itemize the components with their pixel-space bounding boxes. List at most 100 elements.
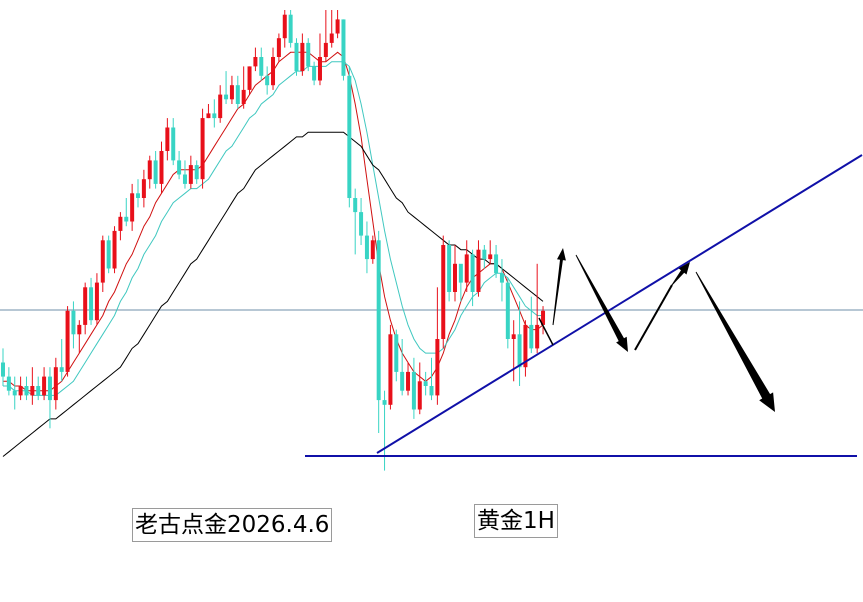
candle-body [441, 245, 446, 339]
candle-body [206, 113, 211, 119]
candle [42, 367, 47, 401]
candle [141, 169, 146, 208]
candle-body [47, 376, 52, 401]
candle-body [364, 235, 369, 260]
candle-body [229, 85, 234, 100]
candle [71, 301, 76, 349]
candle [247, 66, 252, 95]
candle [188, 155, 193, 189]
candle [353, 188, 358, 255]
candle [464, 240, 469, 292]
candle-body [194, 165, 199, 180]
candle-body [241, 89, 246, 104]
candle-body [24, 386, 29, 396]
candle-body [218, 94, 223, 119]
candle-body [458, 263, 463, 283]
candle [130, 183, 135, 231]
candle-body [65, 310, 70, 372]
candle-body [447, 245, 452, 292]
candle [182, 160, 187, 189]
candle-body [30, 386, 35, 396]
candle [288, 10, 293, 48]
candle-body [341, 19, 346, 76]
candle-body [464, 254, 469, 283]
candle [124, 198, 129, 227]
candle-body [535, 324, 540, 349]
candle [312, 61, 317, 86]
candle [294, 38, 299, 76]
projection-arrow-up-1 [552, 248, 566, 326]
candle-body [200, 118, 205, 180]
candle-body [18, 386, 23, 396]
candle-body [511, 334, 516, 339]
candle [253, 47, 258, 72]
candle-body [323, 42, 328, 57]
candle-body [335, 19, 340, 34]
candle [417, 362, 422, 415]
candle [206, 104, 211, 119]
candle [505, 277, 510, 349]
path-connector [538, 317, 554, 346]
candle [429, 357, 434, 401]
candle-body [517, 334, 522, 368]
candle [212, 99, 217, 128]
candle-body [282, 14, 287, 39]
candle-body [370, 240, 375, 260]
candle [400, 339, 405, 396]
candle [147, 155, 152, 189]
candle-body [312, 66, 317, 81]
candle [359, 198, 364, 245]
candle-body [276, 38, 281, 57]
projection-arrow-up-2 [671, 262, 690, 286]
candle-body [429, 386, 434, 396]
candle [441, 235, 446, 349]
candle [47, 367, 52, 429]
candle-body [523, 324, 528, 368]
candle-body [329, 33, 334, 43]
candle-body [406, 371, 411, 391]
candle [265, 66, 270, 95]
candle-body [306, 42, 311, 67]
candle-body [136, 193, 141, 198]
candle [200, 108, 205, 189]
candle [494, 245, 499, 278]
candle-body [77, 324, 82, 335]
candle-body [188, 165, 193, 184]
candle [136, 179, 141, 208]
candle-body [89, 287, 94, 321]
candle [118, 212, 123, 241]
moving-averages [2, 51, 544, 457]
ma-mid-line [3, 61, 543, 396]
ma-short-line [3, 51, 544, 392]
candle-body [1, 362, 5, 377]
candle-body [288, 14, 293, 43]
candle [411, 357, 416, 419]
candle [406, 362, 411, 396]
candle [36, 376, 41, 401]
candle [499, 259, 504, 302]
projection-arrow-down-2 [695, 271, 775, 412]
candle-body [247, 66, 252, 90]
candle-body [71, 310, 76, 335]
candle [458, 263, 463, 302]
candle [53, 357, 58, 410]
projection-arrow-down-1 [575, 254, 628, 352]
ascending-trendline [376, 154, 863, 454]
candle [376, 230, 381, 433]
candle [529, 296, 534, 354]
candle-body [177, 160, 182, 175]
candle-body [235, 85, 240, 104]
candle [476, 240, 481, 297]
candle [482, 245, 487, 269]
candle-body [394, 334, 399, 372]
candle-body [12, 390, 17, 396]
candle [364, 221, 369, 274]
candle-body [53, 367, 58, 401]
candle [6, 367, 11, 396]
candle-body [6, 376, 11, 391]
candle-body [452, 263, 457, 292]
candle-body [118, 216, 123, 231]
candle-body [411, 371, 416, 410]
candle-body [505, 282, 510, 339]
